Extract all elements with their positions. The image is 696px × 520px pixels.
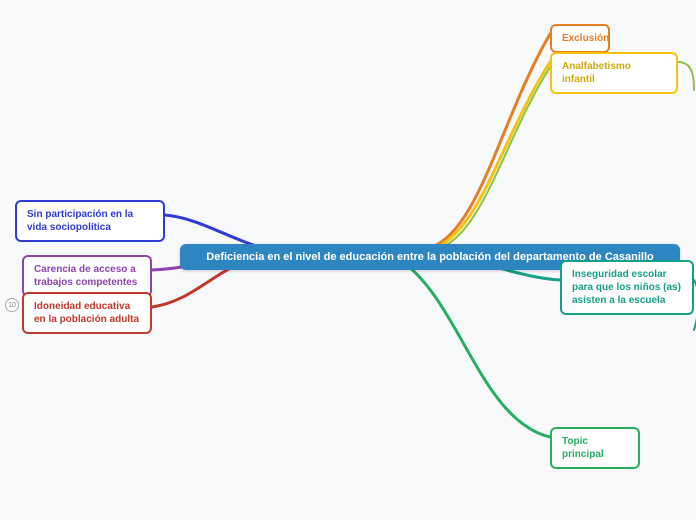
badge-count: 10: [8, 302, 16, 309]
node-label: Analfabetismo infantil: [562, 61, 631, 85]
node-analfabetismo[interactable]: Analfabetismo infantil: [550, 52, 678, 94]
node-label: Topic principal: [562, 436, 604, 460]
node-exclusion[interactable]: Exclusión: [550, 24, 610, 53]
node-label: Inseguridad escolar para que los niños (…: [572, 269, 681, 306]
collapse-badge[interactable]: 10: [5, 298, 19, 312]
node-label: Sin participación en la vida sociopolíti…: [27, 209, 133, 233]
node-inseguridad[interactable]: Inseguridad escolar para que los niños (…: [560, 260, 694, 315]
node-label: Exclusión: [562, 33, 609, 44]
node-idoneidad[interactable]: Idoneidad educativa en la población adul…: [22, 292, 152, 334]
node-label: Carencia de acceso a trabajos competente…: [34, 264, 137, 288]
node-label: Idoneidad educativa en la población adul…: [34, 301, 139, 325]
node-topic[interactable]: Topic principal: [550, 427, 640, 469]
node-sin-participacion[interactable]: Sin participación en la vida sociopolíti…: [15, 200, 165, 242]
node-carencia[interactable]: Carencia de acceso a trabajos competente…: [22, 255, 152, 297]
